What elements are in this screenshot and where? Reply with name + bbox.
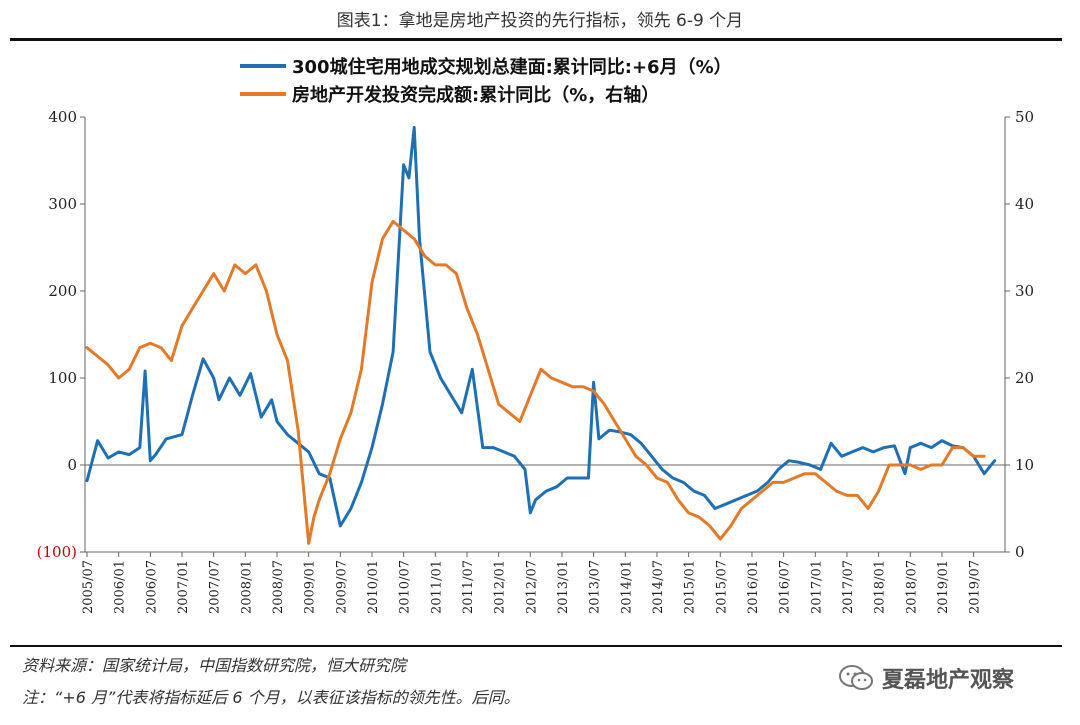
x-tick-label: 2011/07 <box>461 560 476 614</box>
x-tick-label: 2017/01 <box>809 560 824 614</box>
watermark: 夏磊地产观察 <box>838 662 1014 694</box>
y-right-tick-label: 0 <box>1015 543 1025 561</box>
y-left-tick-label: 400 <box>48 108 77 126</box>
x-tick-label: 2005/07 <box>81 560 96 614</box>
axes-layer: (100) 0 100 200 300 400 0 10 20 30 40 50 2005/07 2006… <box>37 108 1034 614</box>
y-left-tick-label: (100) <box>37 543 77 561</box>
x-tick-label: 2018/07 <box>904 560 919 614</box>
y-right-tick-label: 50 <box>1015 108 1034 126</box>
x-tick-label: 2013/07 <box>588 560 603 614</box>
x-tick-label: 2012/01 <box>493 560 508 614</box>
y-left-tick-label: 200 <box>48 282 77 300</box>
wechat-icon <box>839 665 873 690</box>
x-tick-label: 2009/07 <box>334 560 349 614</box>
x-tick-label: 2008/07 <box>271 560 286 614</box>
x-tick-label: 2015/07 <box>714 560 729 614</box>
y-right-tick-label: 20 <box>1015 369 1034 387</box>
legend-swatch-orange <box>240 92 286 96</box>
x-tick-label: 2018/01 <box>873 560 888 614</box>
x-tick-label: 2010/07 <box>398 560 413 614</box>
watermark-text: 夏磊地产观察 <box>882 668 1015 693</box>
chart-legend: 300城住宅用地成交规划总建面:累计同比:+6月（%） 房地产开发投资完成额:累… <box>240 52 732 108</box>
legend-label-orange: 房地产开发投资完成额:累计同比（%，右轴） <box>292 85 660 106</box>
footnote: 注：“+6 月”代表将指标延后 6 个月，以表征该指标的领先性。后同。 <box>22 688 520 707</box>
top-rule <box>10 38 1062 41</box>
y-left-tick-label: 100 <box>48 369 77 387</box>
x-tick-label: 2019/07 <box>968 560 983 614</box>
series-layer <box>85 125 997 545</box>
x-tick-label: 2007/07 <box>208 560 223 614</box>
x-tick-label: 2013/01 <box>556 560 571 614</box>
x-tick-label: 2014/07 <box>651 560 666 614</box>
x-tick-label: 2012/07 <box>524 560 539 614</box>
legend-item-blue: 300城住宅用地成交规划总建面:累计同比:+6月（%） <box>240 52 732 80</box>
x-tick-label: 2006/07 <box>144 560 159 614</box>
series-line-land <box>85 125 997 528</box>
source-note: 资料来源：国家统计局，中国指数研究院，恒大研究院 <box>22 656 407 675</box>
line-chart: (100) 0 100 200 300 400 0 10 20 30 40 50 2005/07 2006… <box>37 108 1034 614</box>
x-tick-label: 2011/01 <box>429 560 444 614</box>
x-tick-label: 2010/01 <box>366 560 381 614</box>
x-tick-label: 2014/01 <box>619 560 634 614</box>
bottom-rule <box>10 645 1062 647</box>
y-right-tick-label: 10 <box>1015 456 1034 474</box>
x-tick-label: 2006/01 <box>113 560 128 614</box>
x-tick-label: 2008/01 <box>239 560 254 614</box>
x-tick-label: 2019/01 <box>936 560 951 614</box>
legend-item-orange: 房地产开发投资完成额:累计同比（%，右轴） <box>240 80 732 108</box>
x-tick-label: 2017/07 <box>841 560 856 614</box>
legend-label-blue: 300城住宅用地成交规划总建面:累计同比:+6月（%） <box>292 57 732 78</box>
x-tick-label: 2016/01 <box>746 560 761 614</box>
y-left-tick-label: 300 <box>48 195 77 213</box>
x-tick-label: 2009/01 <box>303 560 318 614</box>
y-left-tick-label: 0 <box>67 456 77 474</box>
y-right-tick-label: 30 <box>1015 282 1034 300</box>
x-tick-label: 2016/07 <box>778 560 793 614</box>
legend-swatch-blue <box>240 64 286 68</box>
y-right-tick-label: 40 <box>1015 195 1034 213</box>
series-line-investment <box>85 219 986 545</box>
x-tick-label: 2007/01 <box>176 560 191 614</box>
figure-title: 图表1：拿地是房地产投资的先行指标，领先 6-9 个月 <box>336 11 744 31</box>
x-tick-label: 2015/01 <box>683 560 698 614</box>
